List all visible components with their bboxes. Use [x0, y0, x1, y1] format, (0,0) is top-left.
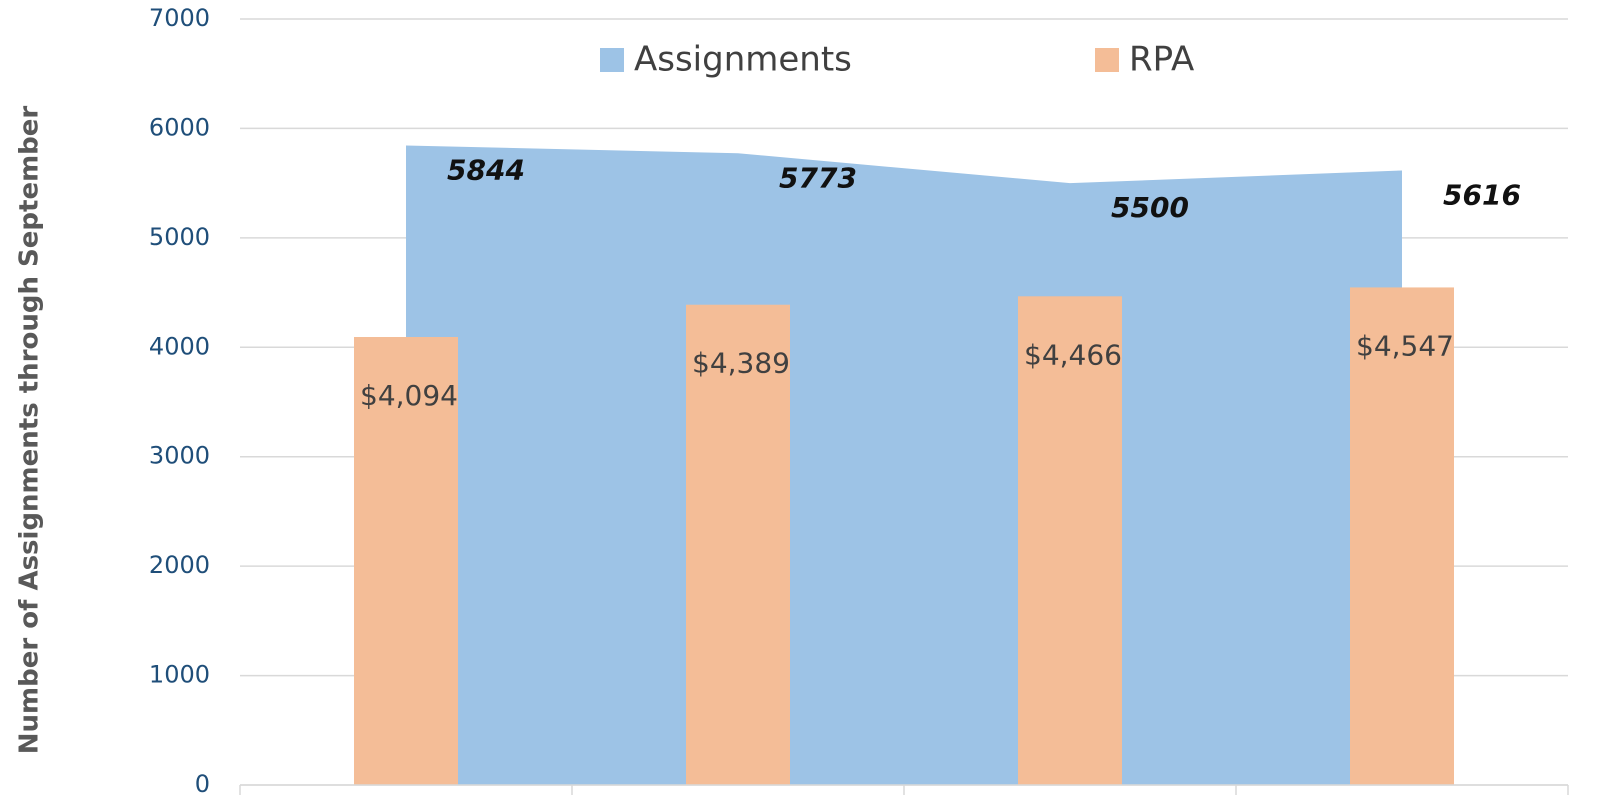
bar: [1018, 296, 1122, 785]
y-tick-label: 5000: [149, 223, 210, 251]
y-tick-label: 0: [195, 770, 210, 798]
bar: [354, 336, 458, 785]
data-label: 5500: [1111, 191, 1189, 224]
data-label: 5773: [779, 161, 857, 194]
legend-swatch: [1095, 48, 1119, 72]
data-label: $4,094: [360, 379, 458, 412]
legend-label: Assignments: [634, 40, 852, 80]
legend-swatch: [600, 48, 624, 72]
data-label: 5844: [447, 153, 525, 186]
bar: [686, 304, 790, 785]
area: [406, 145, 1402, 785]
data-label: $4,389: [692, 347, 790, 380]
y-tick-label: 3000: [149, 442, 210, 470]
data-label: $4,466: [1024, 338, 1122, 371]
data-label: $4,547: [1356, 329, 1454, 362]
y-tick-label: 1000: [149, 661, 210, 689]
y-tick-label: 7000: [149, 4, 210, 32]
legend-label: RPA: [1129, 40, 1194, 80]
y-tick-label: 4000: [149, 332, 210, 360]
y-tick-label: 2000: [149, 551, 210, 579]
bar: [1350, 287, 1454, 785]
data-label: 5616: [1443, 178, 1521, 211]
y-axis-label: Number of Assignments through September: [15, 106, 45, 755]
y-tick-label: 6000: [149, 113, 210, 141]
